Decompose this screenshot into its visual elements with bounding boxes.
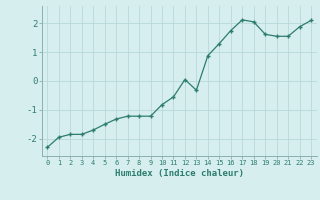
X-axis label: Humidex (Indice chaleur): Humidex (Indice chaleur): [115, 169, 244, 178]
